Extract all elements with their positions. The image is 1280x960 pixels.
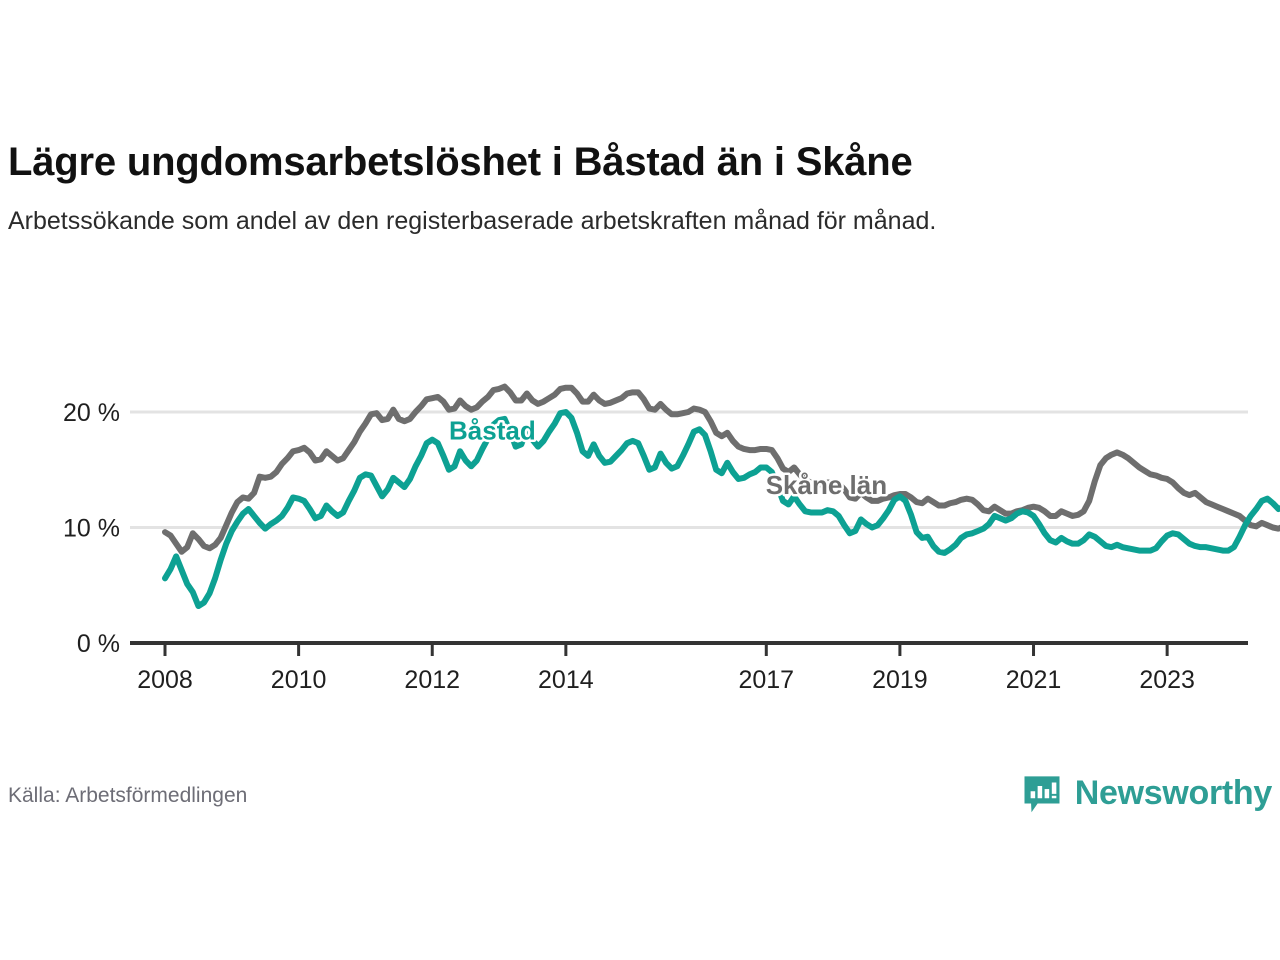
y-tick-label: 20 % — [63, 399, 120, 427]
x-axis-labels: 2008 2010 2012 2014 2017 2019 2021 2023 — [137, 666, 1195, 694]
chart-footer: Källa: Arbetsförmedlingen Newsworthy — [0, 770, 1280, 840]
line-chart-svg: 0 % 10 % 20 % 2008 2010 2012 2014 2017 2019 2021… — [63, 383, 1280, 694]
x-tick-label: 2012 — [404, 666, 460, 694]
series-annotations: Båstad Skåne län — [447, 413, 890, 502]
x-tick-label: 2010 — [271, 666, 327, 694]
source-note: Källa: Arbetsförmedlingen — [8, 784, 248, 807]
x-tick-label: 2008 — [137, 666, 193, 694]
y-tick-label: 0 % — [77, 630, 120, 658]
x-tick-label: 2023 — [1139, 666, 1195, 694]
chart-header: Lägre ungdomsarbetslöshet i Båstad än i … — [8, 140, 1240, 237]
page-title: Lägre ungdomsarbetslöshet i Båstad än i … — [8, 140, 913, 184]
x-tick-label: 2019 — [872, 666, 928, 694]
x-tick-label: 2021 — [1006, 666, 1062, 694]
brand-name: Newsworthy — [1074, 774, 1273, 812]
newsworthy-bubble-barchart-icon — [1024, 776, 1060, 813]
x-axis — [130, 641, 1248, 656]
x-tick-label: 2017 — [738, 666, 794, 694]
brand-logo[interactable]: Newsworthy — [1021, 772, 1272, 814]
series-lines — [162, 383, 1280, 610]
series-label-skane-lan: Skåne län — [766, 470, 887, 500]
series-line-bastad — [162, 409, 1280, 610]
series-line-skane-lan — [162, 383, 1280, 555]
y-axis-labels: 0 % 10 % 20 % — [63, 399, 120, 658]
chart-subtitle: Arbetssökande som andel av den registerb… — [8, 206, 937, 235]
chart-plot-area: 0 % 10 % 20 % 2008 2010 2012 2014 2017 2019 2021… — [0, 345, 1280, 705]
x-tick-label: 2014 — [538, 666, 594, 694]
y-tick-label: 10 % — [63, 515, 120, 543]
series-label-bastad: Båstad — [449, 416, 536, 446]
